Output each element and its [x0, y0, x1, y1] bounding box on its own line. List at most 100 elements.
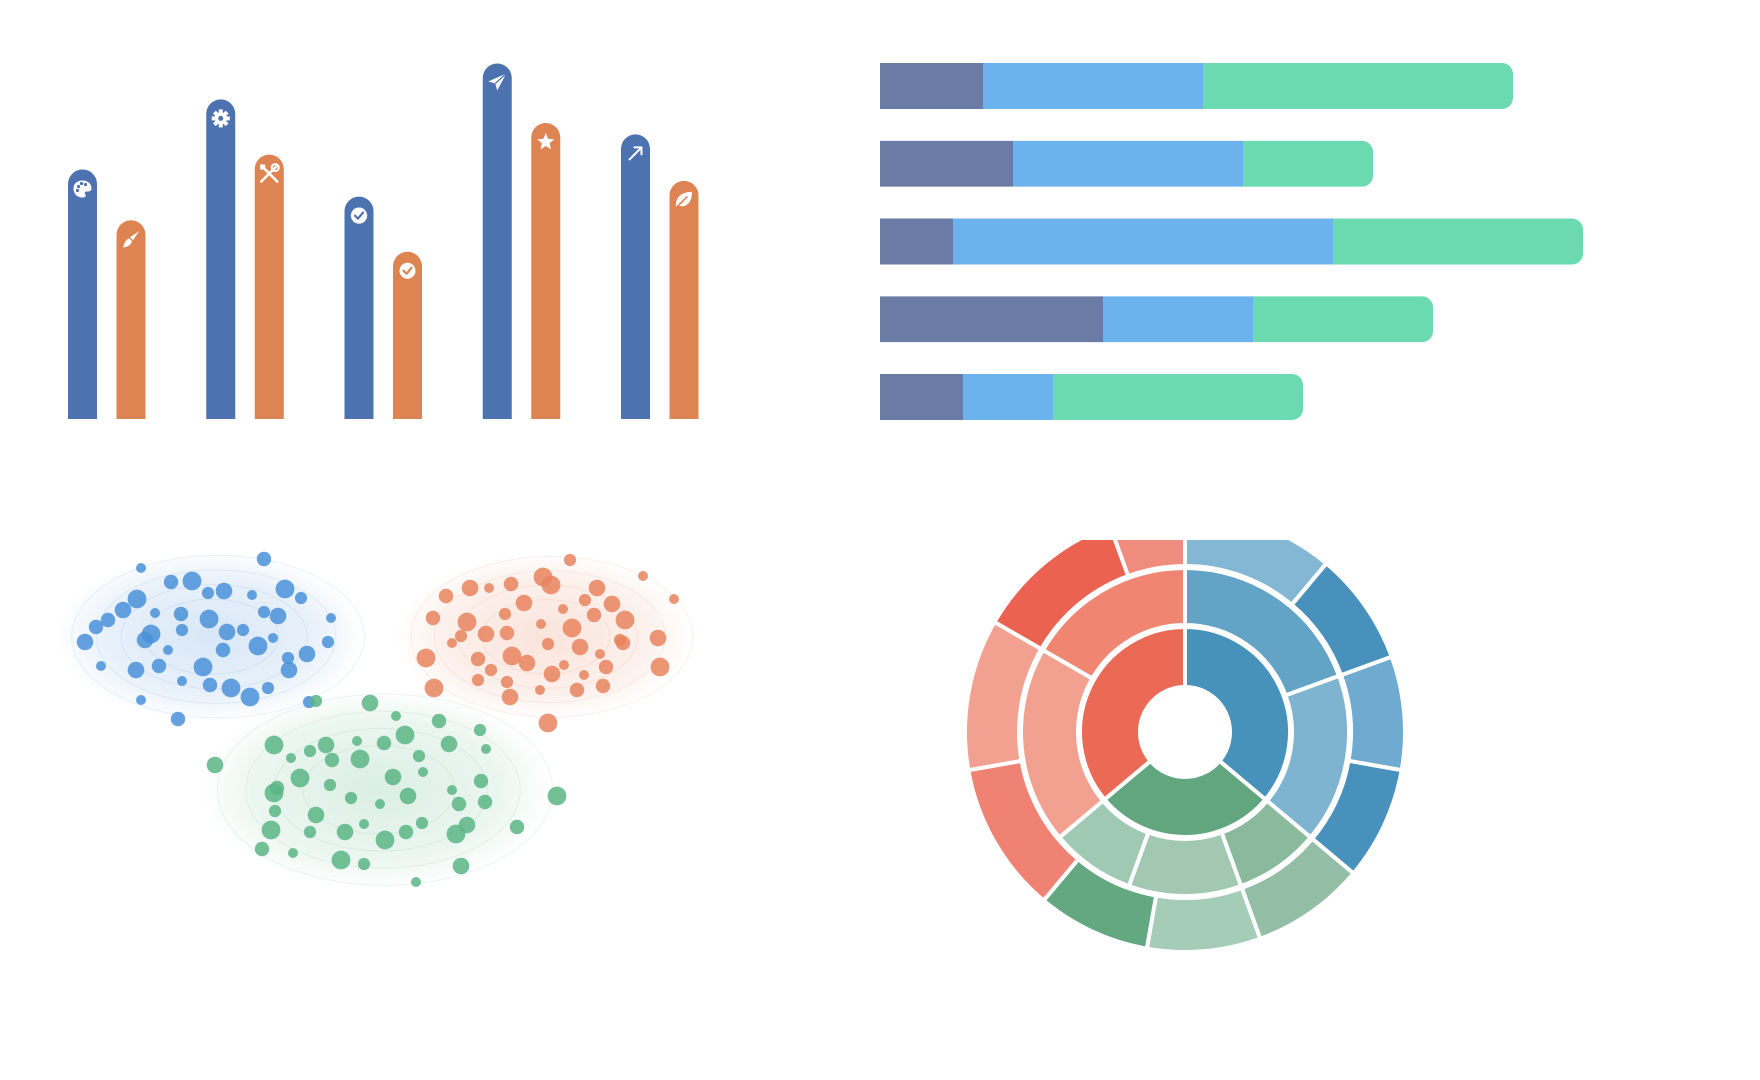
scatter-point [473, 723, 487, 737]
scatter-point [586, 607, 602, 623]
scatter-point [518, 654, 536, 672]
scatter-point [286, 753, 296, 763]
scatter-point [136, 631, 154, 649]
scatter-point [280, 661, 298, 679]
scatter-point [498, 607, 512, 621]
cluster-density-3 [201, 690, 553, 889]
scatter-point [391, 711, 401, 721]
hbar-row-4-segment-3 [1253, 296, 1433, 343]
scatter-point [484, 583, 494, 593]
scatter-point [415, 816, 429, 830]
scatter-point [256, 551, 272, 567]
arrow-up-right-icon [628, 146, 643, 161]
scatter-point [481, 744, 491, 754]
scatter-point [470, 651, 486, 667]
scatter-point [96, 661, 106, 671]
sunburst-chart-svg [963, 540, 1407, 954]
scatter-point [350, 749, 370, 769]
check-circle-icon [399, 262, 416, 279]
scatter-point [361, 694, 379, 712]
scatter-point [336, 823, 354, 841]
scatter-point [569, 682, 585, 698]
scatter-point [615, 635, 631, 651]
sunburst-chart [880, 540, 1760, 1080]
scatter-point [177, 676, 187, 686]
scatter-point [182, 571, 202, 591]
scatter-point [298, 645, 316, 663]
scatter-point [538, 713, 558, 733]
scatter-point [127, 661, 145, 679]
grouped-bar-chart-svg [68, 63, 699, 420]
grouped-bar-chart [0, 0, 880, 540]
scatter-point [477, 794, 493, 810]
hbar-row-2-segment-1 [880, 140, 1013, 187]
scatter-point [411, 877, 421, 887]
scatter-point [431, 713, 447, 729]
scatter-point [384, 768, 402, 786]
palette-icon [73, 180, 92, 198]
scatter-point [376, 735, 392, 751]
scatter-point [344, 791, 358, 805]
scatter-point [649, 629, 667, 647]
hbar-row-1-segment-2 [983, 63, 1203, 109]
scatter-point [269, 607, 287, 625]
scatter-point [303, 744, 317, 758]
scatter-point [398, 824, 414, 840]
hbar-row-3-segment-2 [953, 218, 1333, 265]
scatter-point [438, 588, 454, 604]
scatter-point [201, 586, 215, 600]
scatter-point [509, 819, 525, 835]
hbar-row-1-segment-1 [880, 63, 983, 109]
scatter-point [578, 593, 592, 607]
scatter-point [268, 804, 282, 818]
sunburst-ring-1-slice-3 [1078, 625, 1187, 802]
scatter-point [535, 685, 545, 695]
scatter-point [136, 695, 146, 705]
hbar-row-5-segment-2 [963, 374, 1053, 420]
scatter-point [451, 796, 467, 812]
scatter-point [321, 635, 335, 649]
scatter-point [638, 571, 648, 581]
scatter-point [294, 591, 308, 605]
scatter-point [76, 633, 94, 651]
scatter-point [558, 604, 568, 614]
scatter-point [447, 638, 457, 648]
scatter-point [254, 841, 270, 857]
bar-2-series-1 [206, 99, 236, 419]
scatter-point [588, 579, 606, 597]
sunburst-ring-3-slice-3 [1338, 654, 1407, 773]
scatter-point [477, 625, 495, 643]
scatter-point [395, 725, 415, 745]
scatter-point [175, 623, 189, 637]
bar-1-series-2 [116, 220, 146, 419]
scatter-point [595, 678, 611, 694]
scatter-point [290, 768, 310, 788]
stacked-hbar-chart [880, 0, 1760, 540]
scatter-point [471, 673, 485, 687]
bar-4-series-1 [482, 63, 512, 420]
sunburst-ring-1-slice-1 [1183, 625, 1292, 802]
stacked-hbar-chart-svg [880, 63, 1583, 420]
gear-icon [211, 109, 230, 128]
scatter-point [202, 677, 218, 693]
scatter-point [261, 681, 275, 695]
scatter-point [461, 579, 479, 597]
hbar-row-5-segment-1 [880, 374, 963, 420]
cluster-contour-3-3 [245, 710, 521, 869]
scatter-point [502, 646, 522, 666]
scatter-point [88, 619, 104, 635]
scatter-point [536, 619, 546, 629]
scatter-point [615, 610, 635, 630]
scatter-point [562, 618, 582, 638]
scatter-point [317, 736, 335, 754]
scatter-point [215, 582, 233, 600]
cluster-contour-1-3 [95, 569, 337, 704]
tools-icon [260, 163, 280, 183]
scatter-point [281, 651, 295, 665]
scatter-point [541, 575, 561, 595]
scatter-point [331, 850, 351, 870]
scatter-point [268, 633, 278, 643]
scatter-point [357, 857, 371, 871]
sunburst-ring-3-slice-11 [1112, 540, 1187, 579]
sunburst-ring-2-slice-7 [1040, 566, 1187, 681]
